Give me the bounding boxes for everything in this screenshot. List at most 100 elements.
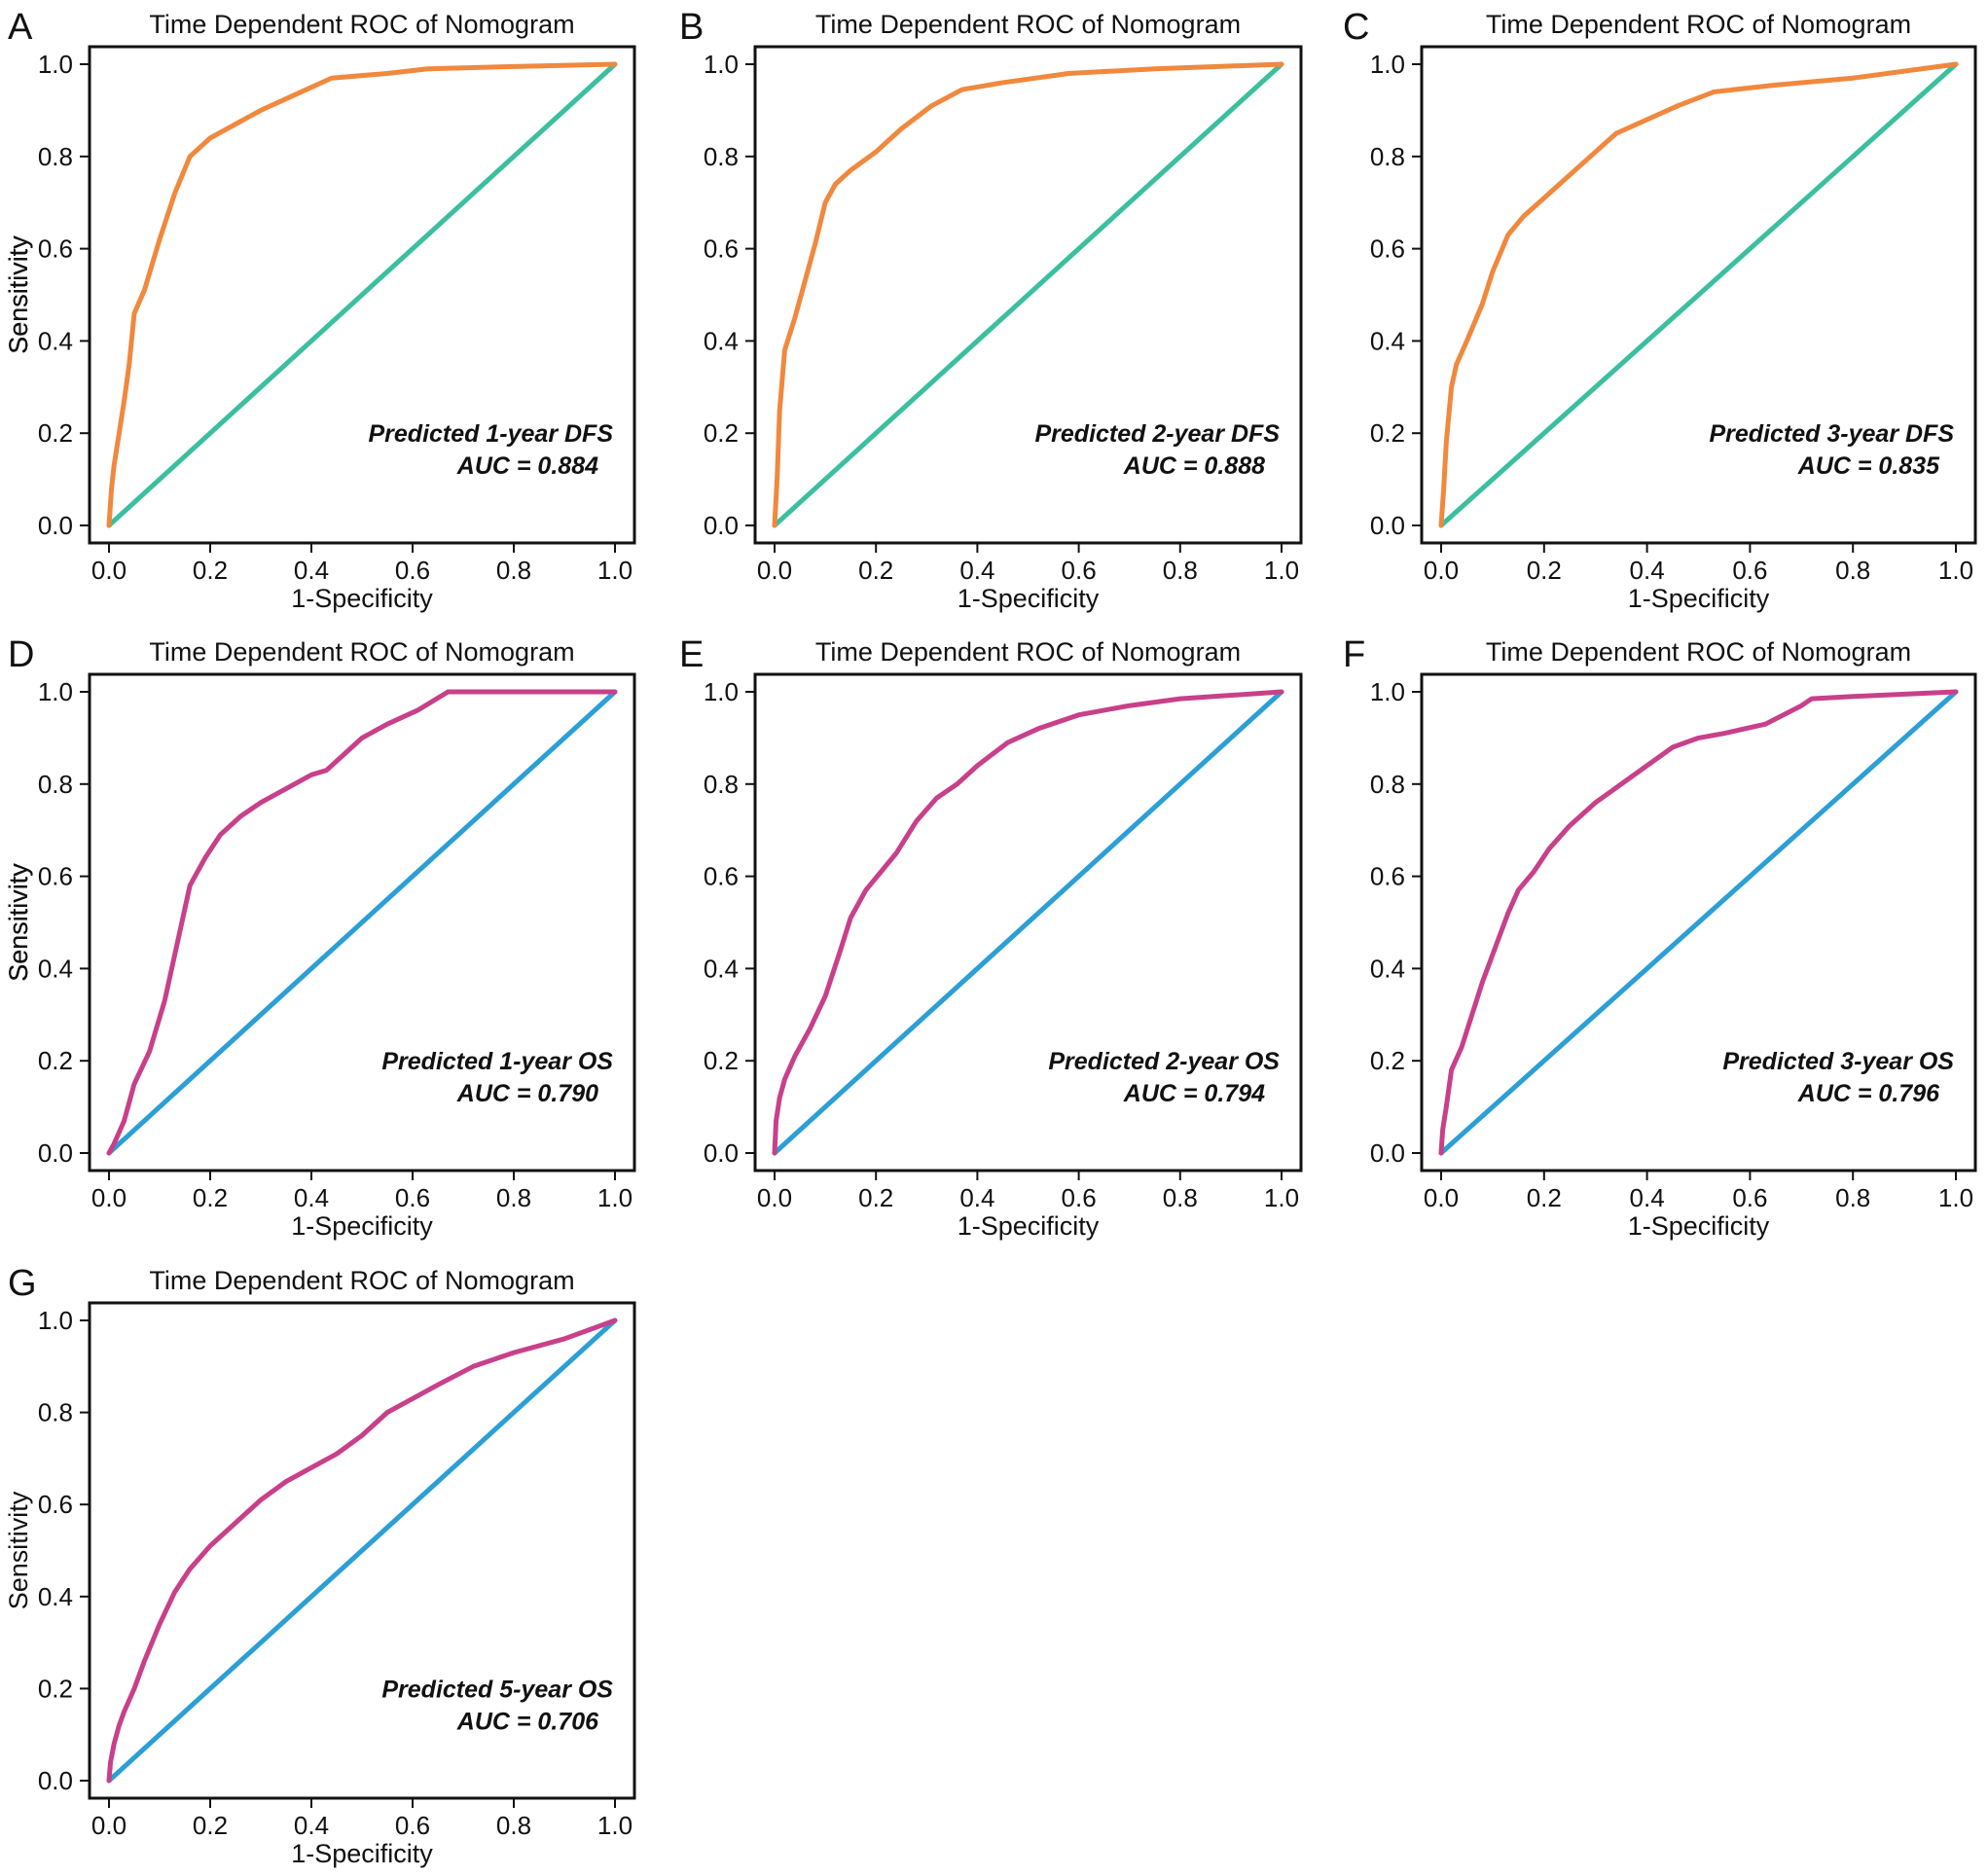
y-tick-label: 1.0 (38, 1306, 73, 1335)
x-tick-label: 1.0 (597, 556, 633, 585)
annotation-label: Predicted 1-year OS (381, 1048, 613, 1075)
auc-label: AUC = 0.884 (456, 452, 598, 480)
y-tick-label: 1.0 (704, 677, 739, 706)
x-tick-label: 1.0 (1938, 1183, 1973, 1212)
y-tick-label: 0.0 (38, 1138, 73, 1168)
y-tick-label: 0.2 (704, 418, 739, 448)
x-tick-label: 0.6 (1062, 556, 1097, 585)
panel-a: A Time Dependent ROC of Nomogram 0.0 0.2 0.4… (4, 7, 636, 613)
y-tick-label: 0.6 (38, 1490, 73, 1519)
reference-line (106, 1317, 618, 1784)
x-tick-label: 0.8 (1163, 1183, 1198, 1212)
y-tick-label: 0.6 (38, 862, 73, 891)
y-tick-label: 0.0 (38, 1766, 73, 1795)
panel-f: F Time Dependent ROC of Nomogram 0.0 0.2 0.4… (4, 634, 1977, 1241)
x-tick-label: 0.6 (1732, 556, 1767, 585)
chart-title: Time Dependent ROC of Nomogram (1486, 637, 1911, 667)
annotation-label: Predicted 2-year OS (1048, 1048, 1280, 1075)
y-tick-label: 0.8 (38, 142, 73, 171)
y-tick-label: 1.0 (1370, 50, 1405, 79)
y-tick-label: 0.4 (38, 326, 73, 355)
x-tick-label: 0.0 (1424, 556, 1459, 585)
reference-line (1438, 689, 1959, 1156)
x-tick-label: 0.8 (496, 556, 531, 585)
x-tick-label: 0.0 (91, 556, 127, 585)
x-tick-label: 1.0 (597, 1811, 633, 1840)
x-tick-label: 1.0 (1264, 556, 1299, 585)
x-tick-label: 0.2 (858, 1183, 893, 1212)
y-tick-label: 0.6 (1370, 862, 1405, 891)
reference-line (106, 689, 618, 1156)
y-tick-label: 0.4 (38, 1582, 73, 1611)
panel-e: E Time Dependent ROC of Nomogram 0.0 0.2 0.4… (4, 634, 1303, 1241)
x-tick-label: 0.6 (395, 556, 430, 585)
y-axis-label: Sensitivity (4, 235, 33, 354)
panel-letter: C (1343, 7, 1369, 48)
chart-title: Time Dependent ROC of Nomogram (149, 1266, 574, 1295)
chart-title: Time Dependent ROC of Nomogram (1486, 10, 1911, 39)
y-tick-label: 1.0 (704, 50, 739, 79)
auc-label: AUC = 0.835 (1797, 452, 1940, 480)
x-tick-label: 0.0 (91, 1183, 127, 1212)
panel-b: B Time Dependent ROC of Nomogram 0.0 0.2 0.4… (4, 7, 1303, 613)
x-tick-label: 0.4 (959, 1183, 994, 1212)
plot-frame (88, 45, 636, 545)
x-tick-label: 0.4 (294, 556, 329, 585)
x-axis-label: 1-Specificity (958, 584, 1100, 613)
y-tick-label: 0.8 (704, 770, 739, 799)
y-tick-label: 0.8 (38, 770, 73, 799)
plot-frame (88, 672, 636, 1172)
annotation-label: Predicted 3-year OS (1722, 1048, 1954, 1075)
y-tick-label: 0.2 (1370, 418, 1405, 448)
y-tick-label: 1.0 (38, 50, 73, 79)
x-tick-label: 1.0 (1938, 556, 1973, 585)
panel-letter: B (679, 7, 704, 48)
x-tick-label: 1.0 (1264, 1183, 1299, 1212)
y-tick-label: 1.0 (38, 677, 73, 706)
auc-label: AUC = 0.796 (1797, 1080, 1940, 1107)
x-tick-label: 0.0 (757, 556, 792, 585)
x-axis-label: 1-Specificity (958, 1211, 1100, 1241)
y-tick-label: 0.4 (704, 326, 739, 355)
y-tick-label: 0.6 (704, 862, 739, 891)
auc-label: AUC = 0.790 (456, 1080, 598, 1107)
y-tick-label: 0.2 (38, 1674, 73, 1703)
y-tick-label: 0.8 (704, 142, 739, 171)
x-tick-label: 0.6 (1732, 1183, 1767, 1212)
x-tick-label: 0.2 (1527, 1183, 1562, 1212)
x-tick-label: 0.0 (1424, 1183, 1459, 1212)
x-tick-label: 0.4 (959, 556, 994, 585)
x-tick-label: 0.8 (496, 1811, 531, 1840)
x-tick-label: 0.4 (1630, 1183, 1665, 1212)
x-tick-label: 0.8 (1163, 556, 1198, 585)
auc-label: AUC = 0.794 (1123, 1080, 1265, 1107)
chart-title: Time Dependent ROC of Nomogram (815, 10, 1241, 39)
panel-letter: A (8, 7, 33, 48)
y-tick-label: 0.8 (38, 1398, 73, 1427)
annotation-label: Predicted 3-year DFS (1710, 420, 1955, 448)
reference-line (106, 61, 618, 528)
x-tick-label: 0.8 (496, 1183, 531, 1212)
panel-letter: D (8, 634, 34, 675)
y-tick-label: 0.2 (1370, 1046, 1405, 1075)
x-tick-label: 0.2 (193, 1811, 228, 1840)
y-tick-label: 0.4 (1370, 954, 1405, 983)
y-axis-label: Sensitivity (4, 1491, 33, 1609)
chart-title: Time Dependent ROC of Nomogram (815, 637, 1241, 667)
roc-curve (106, 689, 618, 1156)
x-tick-label: 1.0 (597, 1183, 633, 1212)
y-tick-label: 0.8 (1370, 142, 1405, 171)
x-tick-label: 0.2 (858, 556, 893, 585)
x-axis-label: 1-Specificity (1628, 584, 1770, 613)
auc-label: AUC = 0.706 (456, 1708, 599, 1735)
y-axis-label: Sensitivity (4, 235, 33, 354)
x-tick-label: 0.2 (193, 1183, 228, 1212)
y-tick-label: 0.0 (704, 511, 739, 540)
roc-curve (1438, 689, 1959, 1156)
y-tick-label: 0.6 (1370, 234, 1405, 264)
x-tick-label: 0.8 (1835, 1183, 1870, 1212)
roc-curve (106, 61, 618, 528)
y-tick-label: 0.4 (704, 954, 739, 983)
panel-letter: F (1343, 634, 1365, 675)
y-tick-label: 0.0 (704, 1138, 739, 1168)
